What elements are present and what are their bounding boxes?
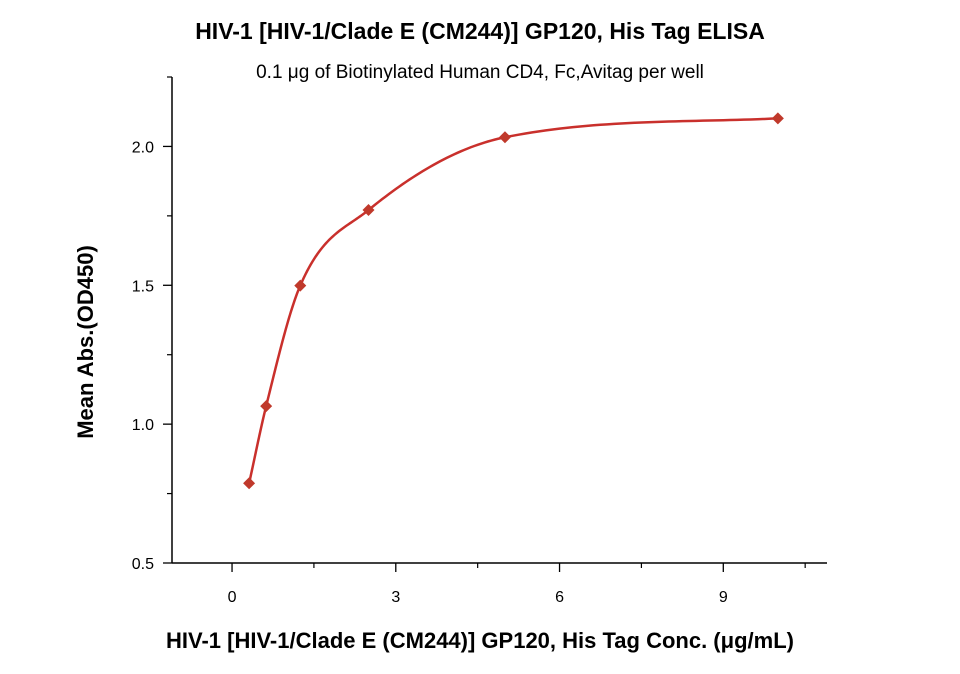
data-points [243, 112, 784, 490]
y-tick-label: 1.0 [132, 417, 154, 434]
data-point [294, 279, 307, 292]
data-point [771, 112, 784, 125]
x-tick-label: 9 [719, 589, 728, 606]
chart-subtitle: 0.1 μg of Biotinylated Human CD4, Fc,Avi… [256, 62, 704, 83]
x-axis-label: HIV-1 [HIV-1/Clade E (CM244)] GP120, His… [166, 628, 794, 653]
tick-marks [163, 76, 806, 572]
fit-curve [247, 117, 778, 484]
y-tick-label: 2.0 [132, 139, 154, 156]
chart-title: HIV-1 [HIV-1/Clade E (CM244)] GP120, His… [195, 18, 765, 44]
y-tick-label: 0.5 [132, 556, 154, 573]
axes [171, 77, 827, 564]
tick-labels: 0 3 6 9 0.5 1.0 1.5 2.0 [132, 139, 728, 606]
data-point [243, 477, 256, 490]
data-point [498, 131, 511, 144]
x-tick-label: 0 [228, 589, 237, 606]
y-tick-label: 1.5 [132, 278, 154, 295]
x-tick-label: 3 [391, 589, 400, 606]
y-axis-label: Mean Abs.(OD450) [73, 245, 98, 439]
data-point [362, 204, 375, 217]
x-tick-label: 6 [555, 589, 564, 606]
data-point [260, 400, 273, 413]
